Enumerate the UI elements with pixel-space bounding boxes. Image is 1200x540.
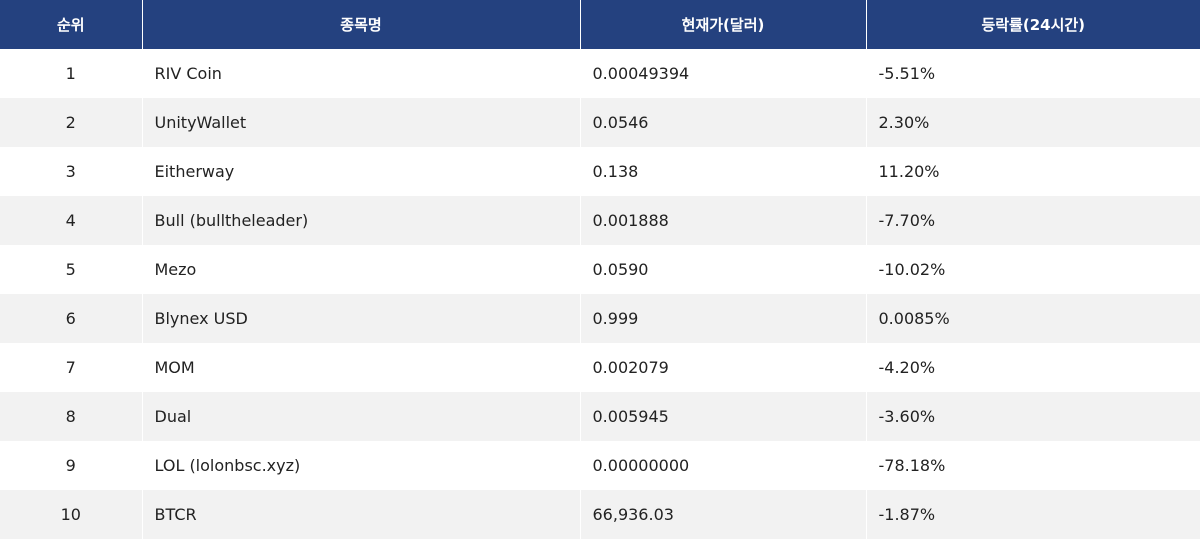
cell-name: UnityWallet [142,98,581,147]
cell-rank: 2 [0,98,143,147]
cell-rank: 3 [0,147,143,196]
cell-change: -4.20% [866,343,1200,392]
cell-rank: 4 [0,196,143,245]
header-name: 종목명 [142,0,581,49]
header-price: 현재가(달러) [580,0,867,49]
cell-name: Mezo [142,245,581,294]
table-row: 6 Blynex USD 0.999 0.0085% [0,294,1200,343]
cell-rank: 10 [0,490,143,539]
table-row: 8 Dual 0.005945 -3.60% [0,392,1200,441]
cell-change: -1.87% [866,490,1200,539]
cell-price: 0.0546 [580,98,867,147]
cell-price: 0.005945 [580,392,867,441]
table-row: 2 UnityWallet 0.0546 2.30% [0,98,1200,147]
cell-rank: 8 [0,392,143,441]
cell-price: 0.00000000 [580,441,867,490]
cell-change: 2.30% [866,98,1200,147]
cell-rank: 7 [0,343,143,392]
cell-name: Dual [142,392,581,441]
cell-name: RIV Coin [142,49,581,98]
table-body: 1 RIV Coin 0.00049394 -5.51% 2 UnityWallet 0.0… [0,49,1200,539]
cell-change: -5.51% [866,49,1200,98]
table-row: 7 MOM 0.002079 -4.20% [0,343,1200,392]
table-row: 1 RIV Coin 0.00049394 -5.51% [0,49,1200,98]
header-row: 순위 종목명 현재가(달러) 등락률(24시간) [0,0,1200,49]
table-header: 순위 종목명 현재가(달러) 등락률(24시간) [0,0,1200,49]
header-rank: 순위 [0,0,143,49]
cell-name: LOL (lolonbsc.xyz) [142,441,581,490]
cell-change: -7.70% [866,196,1200,245]
cell-change: -3.60% [866,392,1200,441]
table-row: 10 BTCR 66,936.03 -1.87% [0,490,1200,539]
cell-name: Bull (bulltheleader) [142,196,581,245]
cell-rank: 6 [0,294,143,343]
cell-name: BTCR [142,490,581,539]
cell-price: 0.00049394 [580,49,867,98]
cell-price: 0.0590 [580,245,867,294]
cell-price: 0.001888 [580,196,867,245]
cell-rank: 9 [0,441,143,490]
cell-name: Eitherway [142,147,581,196]
cell-price: 0.138 [580,147,867,196]
table-row: 5 Mezo 0.0590 -10.02% [0,245,1200,294]
cell-name: Blynex USD [142,294,581,343]
cell-change: -78.18% [866,441,1200,490]
cell-change: -10.02% [866,245,1200,294]
cell-change: 11.20% [866,147,1200,196]
cell-rank: 1 [0,49,143,98]
cell-price: 0.999 [580,294,867,343]
cell-price: 66,936.03 [580,490,867,539]
table-row: 9 LOL (lolonbsc.xyz) 0.00000000 -78.18% [0,441,1200,490]
table-row: 3 Eitherway 0.138 11.20% [0,147,1200,196]
cell-rank: 5 [0,245,143,294]
cell-name: MOM [142,343,581,392]
cell-price: 0.002079 [580,343,867,392]
header-change: 등락률(24시간) [866,0,1200,49]
table-row: 4 Bull (bulltheleader) 0.001888 -7.70% [0,196,1200,245]
cell-change: 0.0085% [866,294,1200,343]
